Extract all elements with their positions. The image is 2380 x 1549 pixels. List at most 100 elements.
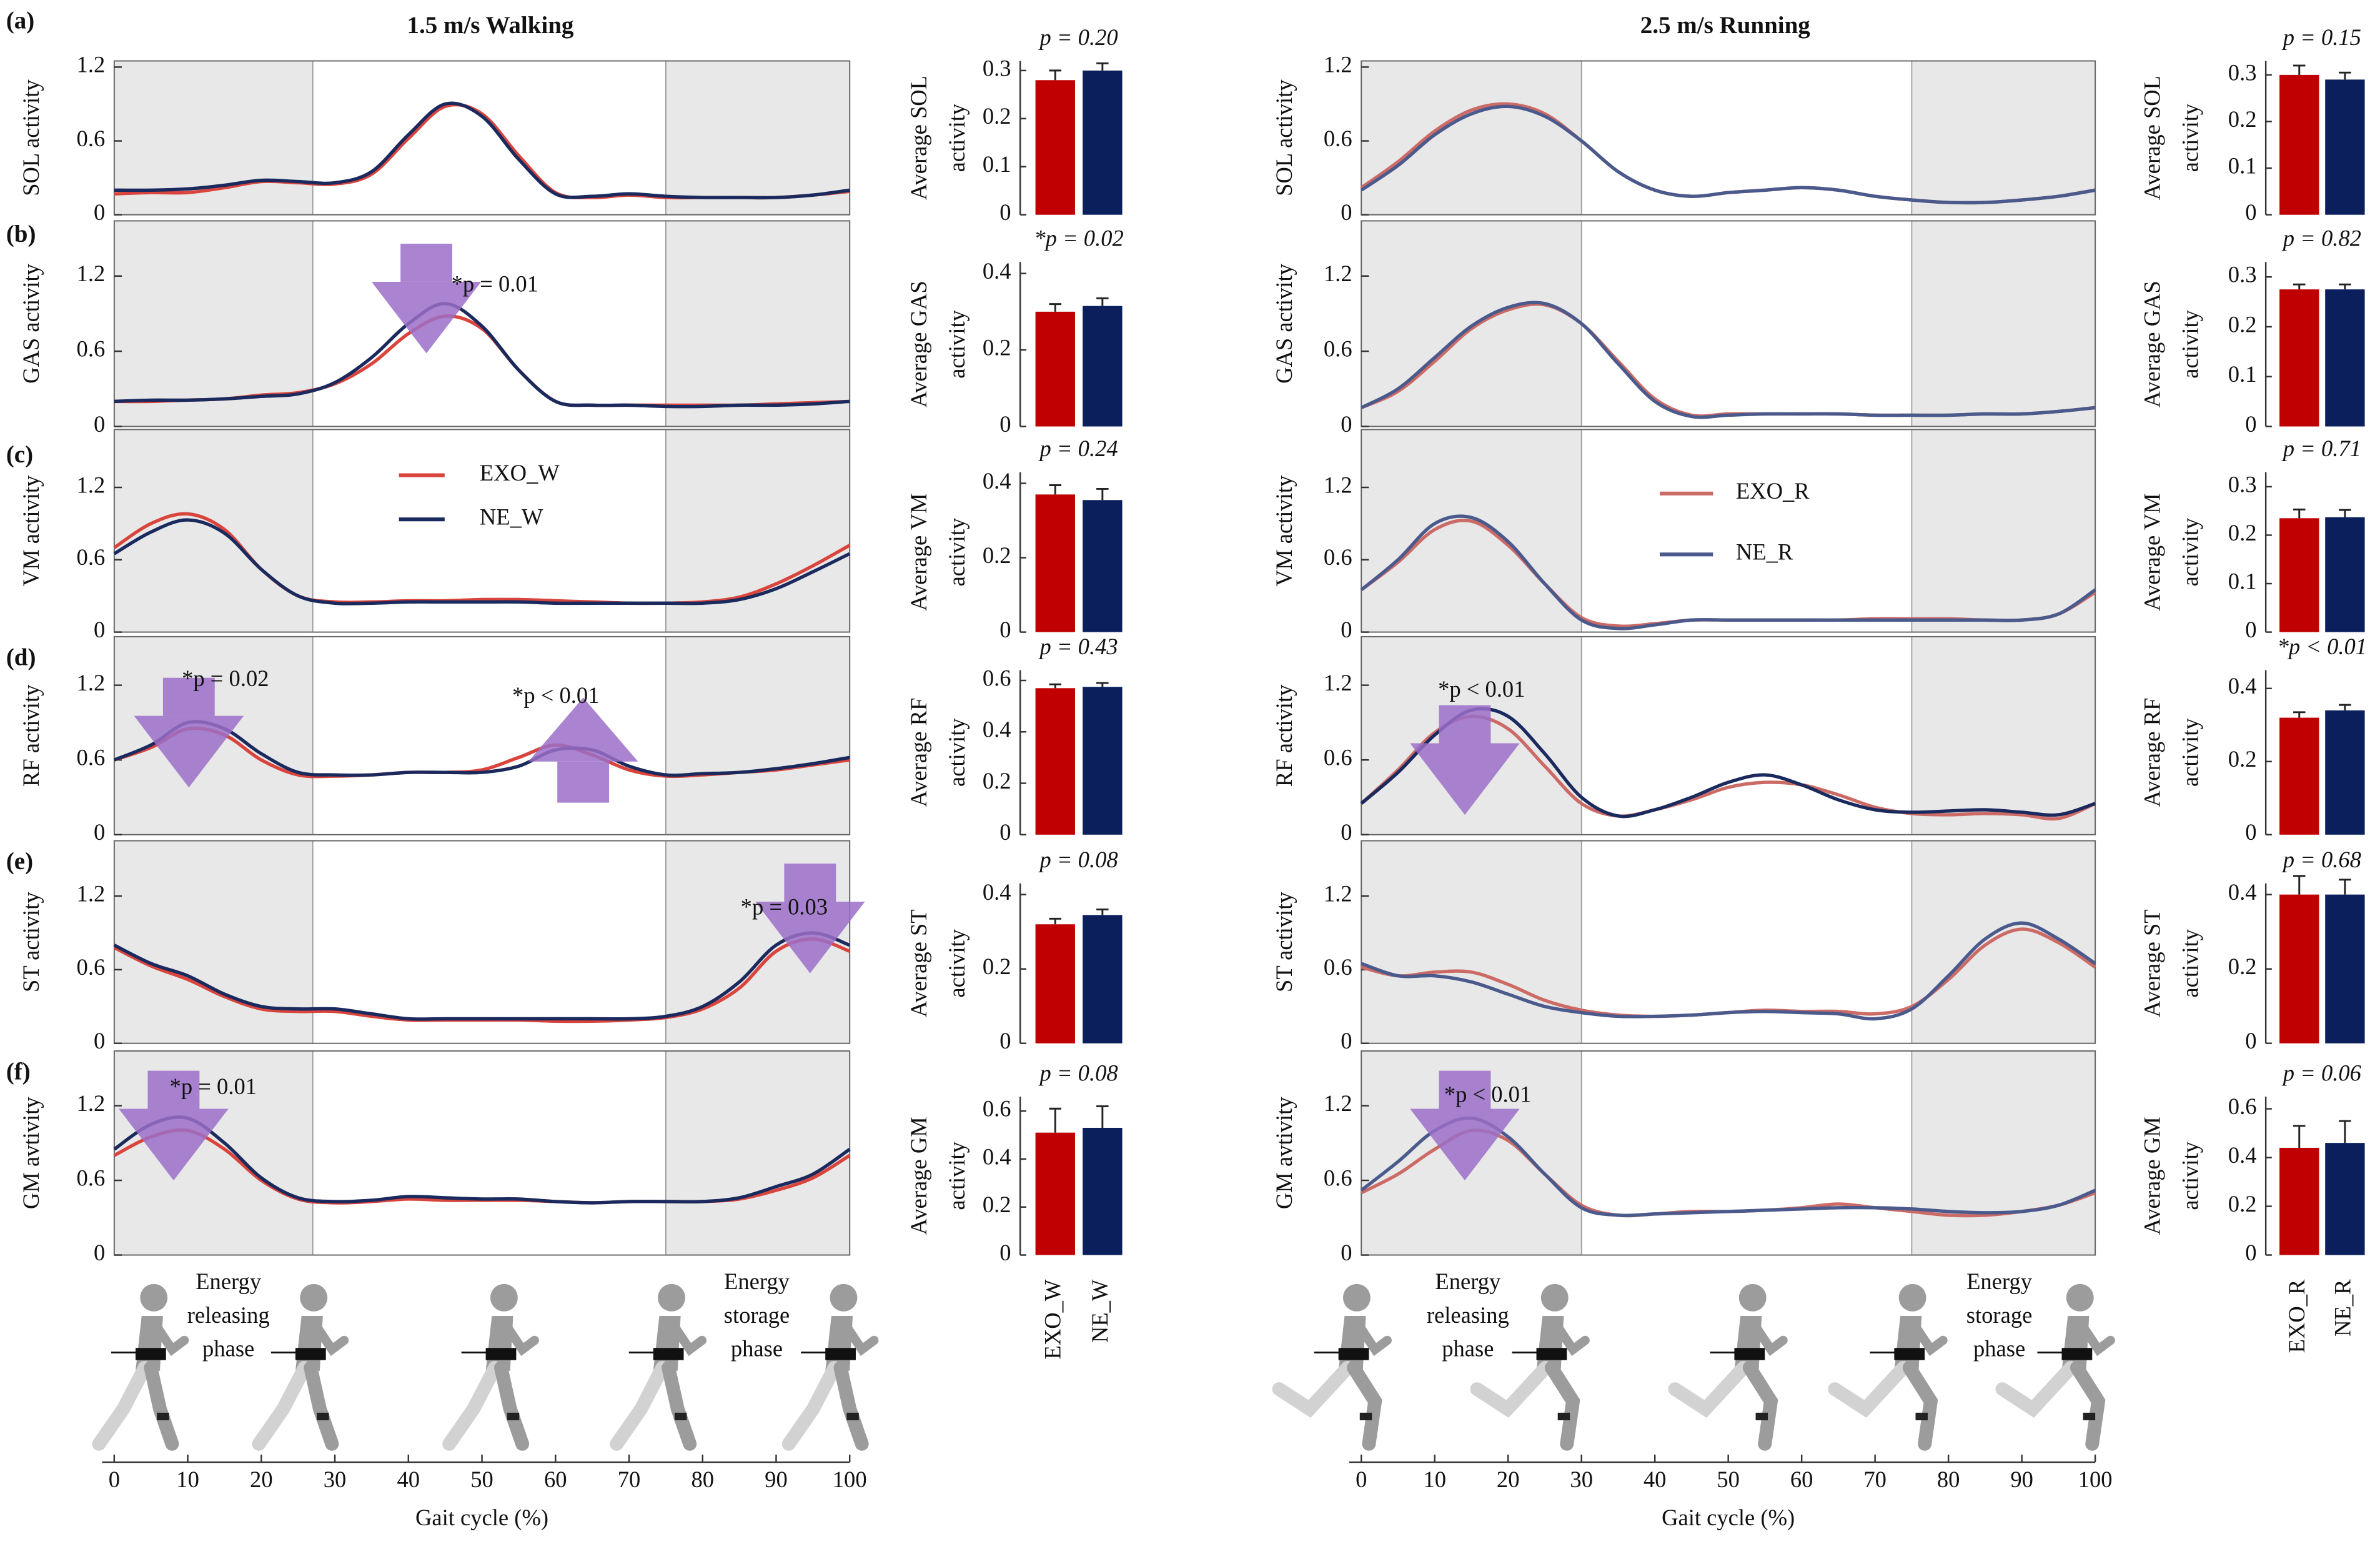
x-tick-label: EXO_W xyxy=(1040,1279,1066,1359)
y-axis-label: Average RF xyxy=(2140,698,2165,807)
y-axis-label: SOL activity xyxy=(1271,79,1297,196)
phase-shade xyxy=(1361,60,1582,216)
x-tick-label: 90 xyxy=(765,1467,788,1492)
phase-label: releasing xyxy=(187,1302,270,1328)
y-axis-label: Average SOL xyxy=(2140,76,2165,200)
x-tick-label: 0 xyxy=(1356,1467,1367,1492)
arrow-shaft xyxy=(400,244,453,282)
y-axis-label: Average RF xyxy=(906,698,931,807)
figure-arm xyxy=(499,1317,539,1357)
arrow-shaft xyxy=(784,864,836,902)
y-tick-label: 0.1 xyxy=(983,151,1011,177)
y-axis-label: activity xyxy=(944,1141,969,1210)
plot-frame xyxy=(1361,220,2096,427)
y-tick-label: 1.2 xyxy=(1324,261,1352,286)
y-tick-label: 1.2 xyxy=(77,472,106,497)
gait-figure xyxy=(610,1283,707,1451)
y-tick-label: 0.2 xyxy=(983,334,1011,360)
phase-label: phase xyxy=(1973,1336,2025,1362)
y-axis-label: RF activity xyxy=(1271,684,1297,787)
arrow-head xyxy=(1410,1108,1520,1181)
y-axis-label: Average VM xyxy=(2140,493,2165,610)
y-tick-label: 0.2 xyxy=(983,954,1011,979)
phase-shade xyxy=(1361,220,1582,427)
figure-leg-back xyxy=(1668,1360,1751,1418)
exo-belt xyxy=(2061,1348,2093,1360)
bar xyxy=(1083,915,1123,1043)
y-tick-label: 0 xyxy=(999,1240,1011,1265)
x-tick-label: 40 xyxy=(397,1467,420,1492)
bar xyxy=(1083,1127,1123,1255)
arrow-head xyxy=(1410,743,1520,815)
figure-head xyxy=(1738,1283,1767,1312)
plot-frame xyxy=(1361,429,2096,633)
x-tick-label: NE_R xyxy=(2329,1279,2355,1337)
panel-label: (c) xyxy=(6,441,33,468)
p-value: *p = 0.02 xyxy=(1034,226,1123,251)
x-tick-label: EXO_R xyxy=(2284,1279,2309,1353)
significance-label: *p < 0.01 xyxy=(512,682,599,708)
figure-leg-front xyxy=(2070,1360,2106,1451)
figure-head xyxy=(1540,1283,1569,1312)
y-tick-label: 0.6 xyxy=(983,1095,1011,1121)
y-tick-label: 0.1 xyxy=(2228,152,2257,178)
y-tick-label: 0 xyxy=(94,1028,105,1053)
y-tick-label: 0.2 xyxy=(2228,520,2257,545)
bar xyxy=(1083,70,1123,215)
y-tick-label: 0.3 xyxy=(2228,471,2257,497)
y-tick-label: 0.4 xyxy=(983,1143,1011,1169)
y-tick-label: 0.3 xyxy=(983,55,1011,81)
y-tick-label: 0.6 xyxy=(1324,1165,1352,1190)
y-tick-label: 0 xyxy=(94,1240,105,1265)
panel-label: (e) xyxy=(6,848,33,875)
y-axis-label: activity xyxy=(2178,929,2203,997)
y-axis-label: Average ST xyxy=(906,909,931,1017)
y-tick-label: 0 xyxy=(1341,199,1352,225)
bar xyxy=(1035,924,1075,1043)
figure-leg-front xyxy=(833,1360,869,1451)
y-tick-label: 0 xyxy=(1341,411,1352,437)
x-tick-label: 10 xyxy=(1423,1467,1446,1492)
bar xyxy=(1035,688,1075,835)
phase-shade xyxy=(1911,636,2096,835)
series-line xyxy=(113,518,851,605)
panel-label: (f) xyxy=(6,1058,31,1085)
y-tick-label: 0.4 xyxy=(983,258,1011,284)
y-tick-label: 0.6 xyxy=(983,665,1011,690)
y-tick-label: 0.4 xyxy=(2228,673,2257,699)
figure-leg-back xyxy=(1272,1360,1355,1418)
y-tick-label: 0.3 xyxy=(2228,59,2257,85)
x-tick-label: 20 xyxy=(1497,1467,1520,1492)
arrow-head xyxy=(371,281,482,354)
y-tick-label: 1.2 xyxy=(1324,670,1352,695)
phase-shade xyxy=(1911,429,2096,633)
y-axis-label: GM avtivity xyxy=(1271,1097,1297,1209)
y-tick-label: 0.6 xyxy=(77,336,106,362)
series-line xyxy=(1360,104,2096,205)
figure-leg-back xyxy=(92,1360,152,1451)
y-tick-label: 0 xyxy=(2245,199,2256,225)
bar xyxy=(2279,74,2319,215)
title: 1.5 m/s Walking xyxy=(407,12,573,39)
y-axis-label: Average GAS xyxy=(2140,281,2165,407)
phase-label: releasing xyxy=(1427,1302,1509,1328)
y-tick-label: 0.3 xyxy=(2228,262,2257,287)
y-tick-label: 0.4 xyxy=(983,879,1011,905)
gait-figure xyxy=(1272,1283,1392,1451)
legend-label: EXO_R xyxy=(1736,478,1810,504)
y-axis-label: activity xyxy=(944,103,969,172)
y-tick-label: 0 xyxy=(999,411,1011,437)
phase-label: Energy xyxy=(724,1268,790,1294)
y-tick-label: 0 xyxy=(2245,819,2256,845)
legend-label: NE_W xyxy=(480,504,543,530)
figure-leg-front xyxy=(1742,1360,1778,1451)
significance-label: *p < 0.01 xyxy=(1444,1081,1531,1107)
x-tick-label: 80 xyxy=(1937,1467,1960,1492)
y-axis-label: Average VM xyxy=(906,493,931,610)
figure-arm xyxy=(667,1317,707,1357)
bar xyxy=(2279,518,2319,632)
y-tick-label: 0 xyxy=(1341,617,1352,642)
y-axis-label: Average ST xyxy=(2140,909,2165,1017)
panel-label: (a) xyxy=(6,7,34,34)
